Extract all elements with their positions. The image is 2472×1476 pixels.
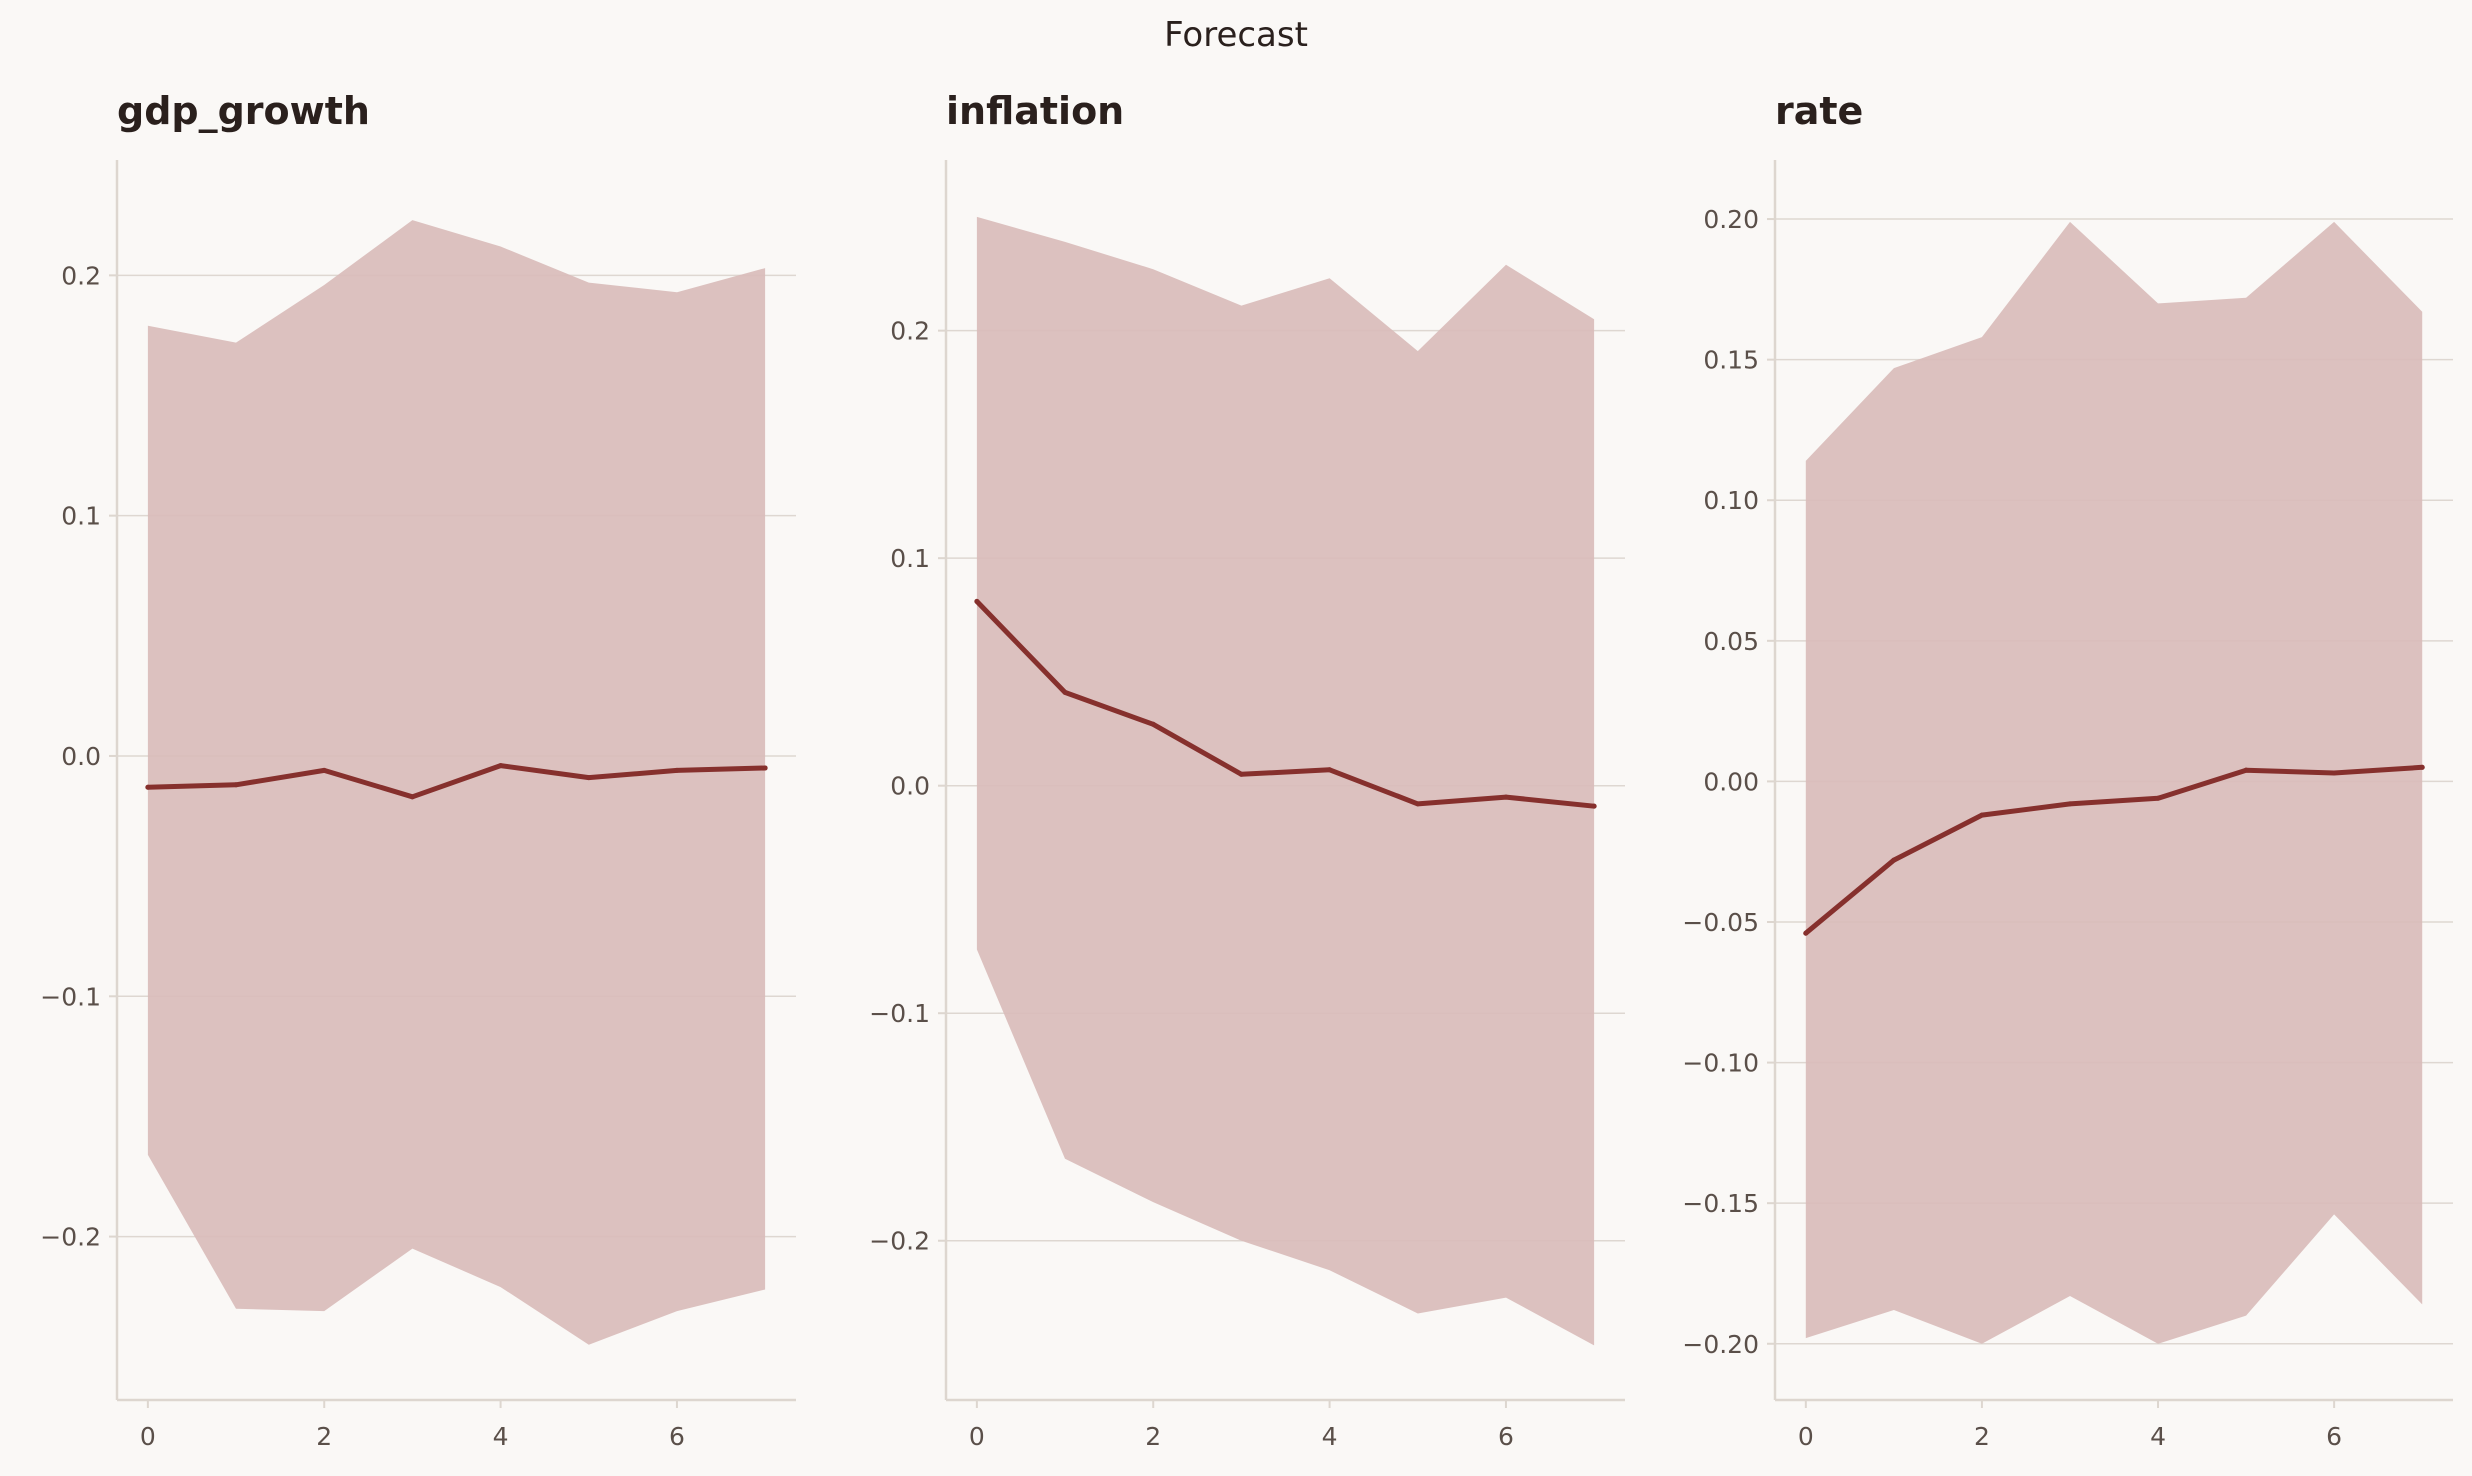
forecast-point-rate-2 (1979, 812, 1985, 818)
x-tick-label-inflation-2: 4 (1322, 1422, 1338, 1451)
forecast-point-gdp-growth-0 (145, 784, 151, 790)
y-tick-label-inflation-0: −0.2 (869, 1227, 930, 1256)
y-tick-label-rate-0: −0.20 (1682, 1330, 1759, 1359)
forecast-point-inflation-0 (974, 598, 980, 604)
confidence-band-inflation (976, 216, 1595, 1346)
forecast-point-gdp-growth-5 (586, 775, 592, 781)
forecast-point-gdp-growth-1 (233, 782, 239, 788)
x-tick-label-inflation-3: 6 (1498, 1422, 1514, 1451)
x-tick-label-rate-3: 6 (2326, 1422, 2342, 1451)
forecast-point-rate-6 (2331, 770, 2337, 776)
forecast-point-inflation-3 (1238, 771, 1244, 777)
y-tick-label-rate-1: −0.15 (1682, 1189, 1759, 1218)
forecast-point-gdp-growth-2 (321, 767, 327, 773)
panel-rate: rate −0.20 −0.15 −0.10 −0.05 0.00 0.05 0.10 0.15… (1682, 89, 2453, 1451)
y-tick-label-inflation-3: 0.1 (890, 544, 930, 573)
panel-title-gdp-growth: gdp_growth (117, 89, 370, 133)
forecast-line-gdp-growth (145, 763, 768, 800)
forecast-point-rate-5 (2243, 767, 2249, 773)
forecast-point-rate-0 (1803, 930, 1809, 936)
x-tick-label-gdp-growth-0: 0 (140, 1422, 156, 1451)
forecast-point-inflation-1 (1062, 689, 1068, 695)
x-tick-label-gdp-growth-2: 4 (493, 1422, 509, 1451)
y-tick-label-rate-3: −0.05 (1682, 908, 1759, 937)
figure-suptitle: Forecast (1164, 15, 1308, 55)
x-tick-label-rate-1: 2 (1974, 1422, 1990, 1451)
panel-gdp-growth: gdp_growth −0.2 −0.1 0.0 0.1 0.2 0 2 4 6 (40, 89, 796, 1451)
y-tick-label-inflation-1: −0.1 (869, 999, 930, 1028)
forecast-point-rate-3 (2067, 801, 2073, 807)
y-tick-label-gdp-growth-4: 0.2 (61, 261, 101, 290)
y-tick-label-rate-5: 0.05 (1703, 627, 1759, 656)
panel-inflation: inflation −0.2 −0.1 0.0 0.1 0.2 0 2 4 6 (869, 89, 1625, 1451)
x-tick-label-rate-0: 0 (1798, 1422, 1814, 1451)
y-tick-label-gdp-growth-2: 0.0 (61, 742, 101, 771)
confidence-band-rate (1805, 221, 2423, 1344)
forecast-point-gdp-growth-4 (498, 763, 504, 769)
x-tick-label-gdp-growth-1: 2 (316, 1422, 332, 1451)
y-tick-label-rate-6: 0.10 (1703, 486, 1759, 515)
forecast-line-rate (1803, 764, 2425, 936)
forecast-point-inflation-5 (1415, 801, 1421, 807)
y-tick-label-rate-2: −0.10 (1682, 1049, 1759, 1078)
forecast-point-rate-7 (2419, 764, 2425, 770)
forecast-point-gdp-growth-6 (674, 767, 680, 773)
panel-title-inflation: inflation (946, 89, 1124, 133)
y-tick-label-gdp-growth-0: −0.2 (40, 1223, 101, 1252)
panel-title-rate: rate (1775, 89, 1863, 133)
y-tick-label-rate-4: 0.00 (1703, 767, 1759, 796)
y-tick-label-rate-8: 0.20 (1703, 205, 1759, 234)
forecast-point-rate-4 (2155, 795, 2161, 801)
x-tick-label-gdp-growth-3: 6 (669, 1422, 685, 1451)
x-tick-label-rate-2: 4 (2150, 1422, 2166, 1451)
y-tick-label-rate-7: 0.15 (1703, 346, 1759, 375)
y-tick-label-inflation-2: 0.0 (890, 772, 930, 801)
forecast-point-rate-1 (1891, 857, 1897, 863)
forecast-point-inflation-4 (1327, 767, 1333, 773)
forecast-line-inflation (974, 598, 1597, 809)
forecast-point-inflation-7 (1591, 803, 1597, 809)
forecast-point-inflation-6 (1503, 794, 1509, 800)
y-tick-label-inflation-4: 0.2 (890, 317, 930, 346)
x-tick-label-inflation-0: 0 (969, 1422, 985, 1451)
y-tick-label-gdp-growth-3: 0.1 (61, 502, 101, 531)
x-tick-label-inflation-1: 2 (1145, 1422, 1161, 1451)
y-tick-label-gdp-growth-1: −0.1 (40, 982, 101, 1011)
forecast-point-inflation-2 (1150, 721, 1156, 727)
forecast-point-gdp-growth-3 (409, 794, 415, 800)
forecast-point-gdp-growth-7 (762, 765, 768, 771)
